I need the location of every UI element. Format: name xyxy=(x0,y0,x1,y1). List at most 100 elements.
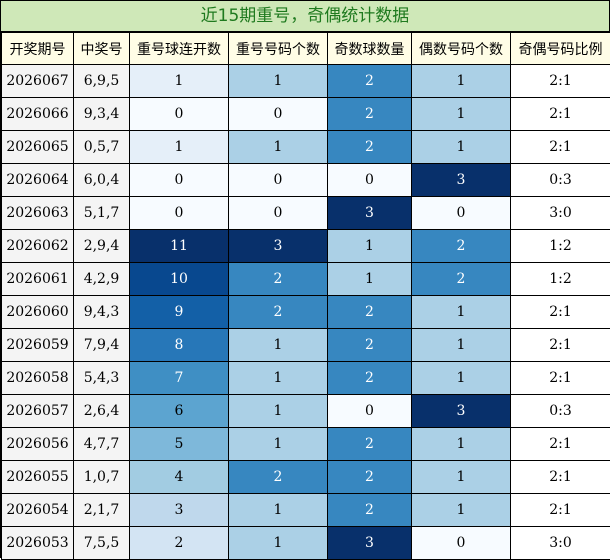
repeat-count-cell: 0 xyxy=(229,164,328,197)
issue-cell: 2026066 xyxy=(2,98,74,131)
odd-count-cell: 2 xyxy=(328,65,412,98)
even-count-cell: 1 xyxy=(412,329,511,362)
odd-count-cell: 2 xyxy=(328,131,412,164)
repeat-count-cell: 3 xyxy=(229,230,328,263)
repeat-streak-cell: 1 xyxy=(130,131,229,164)
repeat-streak-cell: 5 xyxy=(130,428,229,461)
odd-count-cell: 1 xyxy=(328,263,412,296)
ratio-cell: 2:1 xyxy=(511,65,610,98)
even-count-cell: 0 xyxy=(412,197,511,230)
ratio-cell: 3:0 xyxy=(511,197,610,230)
header-row: 开奖期号 中奖号 重号球连开数 重号号码个数 奇数球数量 偶数号码个数 奇偶号码… xyxy=(2,33,610,65)
numbers-cell: 7,9,4 xyxy=(74,329,130,362)
odd-count-cell: 1 xyxy=(328,230,412,263)
repeat-count-cell: 2 xyxy=(229,263,328,296)
even-count-cell: 2 xyxy=(412,230,511,263)
repeat-streak-cell: 10 xyxy=(130,263,229,296)
issue-cell: 2026058 xyxy=(2,362,74,395)
repeat-streak-cell: 2 xyxy=(130,527,229,560)
numbers-cell: 5,1,7 xyxy=(74,197,130,230)
repeat-streak-cell: 0 xyxy=(130,164,229,197)
ratio-cell: 2:1 xyxy=(511,329,610,362)
numbers-cell: 6,9,5 xyxy=(74,65,130,98)
repeat-count-cell: 1 xyxy=(229,362,328,395)
odd-count-cell: 0 xyxy=(328,395,412,428)
repeat-streak-cell: 6 xyxy=(130,395,229,428)
numbers-cell: 4,2,9 xyxy=(74,263,130,296)
numbers-cell: 6,0,4 xyxy=(74,164,130,197)
repeat-streak-cell: 0 xyxy=(130,98,229,131)
header-cell: 中奖号 xyxy=(74,33,130,65)
numbers-cell: 5,4,3 xyxy=(74,362,130,395)
header-cell: 偶数号码个数 xyxy=(412,33,511,65)
ratio-cell: 2:1 xyxy=(511,494,610,527)
header-cell: 奇偶号码比例 xyxy=(511,33,610,65)
even-count-cell: 0 xyxy=(412,527,511,560)
repeat-streak-cell: 8 xyxy=(130,329,229,362)
repeat-count-cell: 2 xyxy=(229,296,328,329)
numbers-cell: 2,1,7 xyxy=(74,494,130,527)
numbers-cell: 9,3,4 xyxy=(74,98,130,131)
odd-count-cell: 2 xyxy=(328,428,412,461)
numbers-cell: 0,5,7 xyxy=(74,131,130,164)
odd-count-cell: 2 xyxy=(328,362,412,395)
issue-cell: 2026064 xyxy=(2,164,74,197)
odd-count-cell: 2 xyxy=(328,98,412,131)
issue-cell: 2026063 xyxy=(2,197,74,230)
repeat-count-cell: 1 xyxy=(229,428,328,461)
odd-count-cell: 3 xyxy=(328,197,412,230)
issue-cell: 2026054 xyxy=(2,494,74,527)
ratio-cell: 2:1 xyxy=(511,98,610,131)
ratio-cell: 3:0 xyxy=(511,527,610,560)
repeat-count-cell: 1 xyxy=(229,65,328,98)
repeat-streak-cell: 7 xyxy=(130,362,229,395)
issue-cell: 2026056 xyxy=(2,428,74,461)
odd-count-cell: 0 xyxy=(328,164,412,197)
even-count-cell: 1 xyxy=(412,65,511,98)
numbers-cell: 9,4,3 xyxy=(74,296,130,329)
odd-count-cell: 2 xyxy=(328,494,412,527)
numbers-cell: 7,5,5 xyxy=(74,527,130,560)
numbers-cell: 1,0,7 xyxy=(74,461,130,494)
issue-cell: 2026055 xyxy=(2,461,74,494)
even-count-cell: 1 xyxy=(412,461,511,494)
odd-count-cell: 2 xyxy=(328,296,412,329)
ratio-cell: 0:3 xyxy=(511,164,610,197)
repeat-streak-cell: 11 xyxy=(130,230,229,263)
odd-count-cell: 3 xyxy=(328,527,412,560)
repeat-streak-cell: 3 xyxy=(130,494,229,527)
even-count-cell: 1 xyxy=(412,362,511,395)
even-count-cell: 1 xyxy=(412,131,511,164)
repeat-streak-cell: 4 xyxy=(130,461,229,494)
even-count-cell: 1 xyxy=(412,494,511,527)
header-cell: 奇数球数量 xyxy=(328,33,412,65)
even-count-cell: 1 xyxy=(412,98,511,131)
odd-count-cell: 2 xyxy=(328,461,412,494)
repeat-count-cell: 0 xyxy=(229,197,328,230)
repeat-count-cell: 1 xyxy=(229,395,328,428)
issue-cell: 2026053 xyxy=(2,527,74,560)
repeat-streak-cell: 9 xyxy=(130,296,229,329)
chart-title: 近15期重号，奇偶统计数据 xyxy=(1,1,609,32)
header-cell: 重号号码个数 xyxy=(229,33,328,65)
ratio-cell: 2:1 xyxy=(511,131,610,164)
ratio-cell: 1:2 xyxy=(511,263,610,296)
header-cell: 开奖期号 xyxy=(2,33,74,65)
repeat-count-cell: 1 xyxy=(229,494,328,527)
issue-cell: 2026060 xyxy=(2,296,74,329)
repeat-streak-cell: 0 xyxy=(130,197,229,230)
issue-cell: 2026059 xyxy=(2,329,74,362)
ratio-cell: 2:1 xyxy=(511,428,610,461)
